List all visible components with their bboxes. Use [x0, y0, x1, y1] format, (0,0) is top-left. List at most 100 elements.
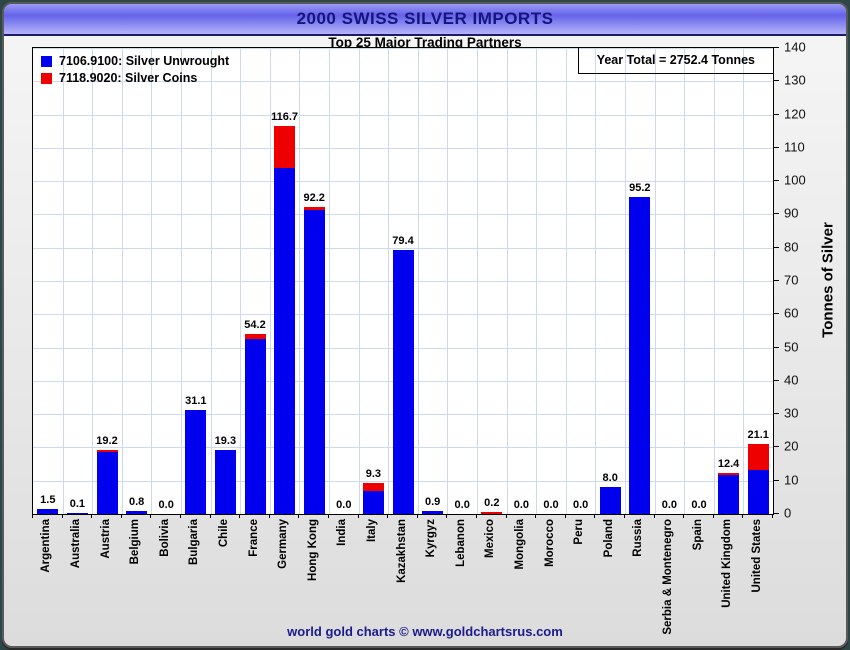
bar-value-label: 0.0: [661, 499, 678, 511]
y-tick: [774, 47, 779, 48]
bar-france: [245, 333, 266, 514]
y-tick-label: 30: [784, 405, 799, 421]
x-axis-label: Lebanon: [455, 519, 467, 567]
y-tick-label: 10: [784, 472, 799, 488]
y-tick-label: 50: [784, 339, 799, 355]
bar-hong-kong: [304, 207, 325, 514]
y-tick-label: 70: [784, 272, 799, 288]
gridline-v: [418, 48, 419, 514]
gridline-v: [270, 48, 271, 514]
x-tick: [150, 514, 151, 518]
bar-segment-unwrought: [97, 452, 118, 514]
gridline-v: [359, 48, 360, 514]
y-tick-label: 140: [784, 39, 806, 55]
bar-segment-coins: [718, 472, 739, 475]
x-tick: [32, 514, 33, 518]
x-axis-label: Morocco: [544, 519, 556, 567]
bar-value-label: 0.9: [424, 496, 441, 509]
bar-value-label: 0.0: [454, 499, 470, 511]
x-tick: [742, 514, 743, 518]
plot-area: 7106.9100: Silver Unwrought 7118.9020: S…: [32, 47, 774, 515]
gridline-v: [507, 48, 508, 514]
gridline-v: [122, 48, 123, 514]
gridline-v: [655, 48, 656, 514]
bar-segment-coins: [245, 333, 266, 339]
x-tick: [476, 514, 477, 518]
bar-segment-coins: [274, 125, 295, 168]
chart-title: 2000 SWISS SILVER IMPORTS: [296, 9, 554, 28]
x-tick: [91, 514, 92, 518]
x-tick: [535, 514, 536, 518]
bar-segment-coins: [748, 443, 769, 471]
bar-segment-unwrought: [718, 474, 739, 514]
bar-value-label: 8.0: [602, 472, 618, 485]
legend-item-coins: 7118.9020: Silver Coins: [41, 71, 229, 85]
x-tick: [713, 514, 714, 518]
bar-segment-unwrought: [393, 249, 414, 514]
chart-area: 2000 SWISS SILVER IMPORTS Top 25 Major T…: [4, 4, 846, 646]
gridline-h: [33, 81, 773, 83]
bar-segment-unwrought: [363, 490, 384, 514]
gridline-v: [63, 48, 64, 514]
bar-belgium: [126, 511, 147, 514]
x-axis-label: United Kingdom: [721, 519, 733, 608]
legend-label-unwrought: 7106.9100: Silver Unwrought: [59, 54, 230, 68]
x-tick: [654, 514, 655, 518]
x-axis-label: Argentina: [40, 519, 52, 573]
bar-value-label: 0.0: [513, 499, 530, 511]
bar-argentina: [37, 509, 58, 514]
bar-segment-unwrought: [629, 197, 650, 514]
bar-value-label: 54.2: [244, 318, 266, 331]
bar-value-label: 0.0: [158, 499, 174, 511]
bar-value-label: 116.7: [271, 110, 299, 123]
x-tick: [269, 514, 270, 518]
bar-segment-coins: [481, 512, 502, 514]
x-axis-label: Italy: [366, 519, 378, 543]
y-axis-title: Tonnes of Silver: [819, 222, 837, 338]
gridline-v: [625, 48, 626, 514]
y-tick-label: 20: [784, 438, 799, 454]
bar-united-kingdom: [718, 472, 739, 514]
x-tick: [506, 514, 507, 518]
bar-segment-unwrought: [274, 167, 295, 514]
x-tick: [180, 514, 181, 518]
bar-segment-unwrought: [126, 511, 147, 514]
x-tick: [565, 514, 566, 518]
bar-value-label: 31.1: [185, 395, 207, 408]
bar-poland: [600, 487, 621, 514]
bar-value-label: 21.1: [747, 428, 769, 441]
gridline-h: [33, 147, 773, 149]
x-axis-label: Kazakhstan: [396, 519, 408, 583]
gridline-v: [211, 48, 212, 514]
gridline-v: [714, 48, 715, 514]
gridline-h: [33, 247, 773, 249]
bar-russia: [629, 197, 650, 514]
bar-value-label: 19.3: [214, 434, 237, 447]
legend: 7106.9100: Silver Unwrought 7118.9020: S…: [41, 54, 229, 88]
y-tick-label: 110: [784, 139, 805, 155]
bar-value-label: 0.1: [69, 498, 86, 510]
y-tick: [774, 180, 779, 182]
x-axis-label: United States: [751, 519, 763, 593]
x-tick: [417, 514, 418, 518]
x-axis-label: Australia: [70, 519, 82, 569]
bar-bulgaria: [185, 410, 206, 514]
bar-value-label: 9.3: [365, 468, 382, 481]
gridline-v: [240, 48, 241, 514]
gridline-h: [33, 214, 773, 216]
y-tick: [774, 213, 779, 215]
bar-value-label: 0.0: [691, 499, 707, 511]
y-tick: [774, 479, 779, 481]
bar-segment-coins: [304, 207, 325, 211]
y-tick-label: 40: [784, 372, 799, 388]
bar-austria: [97, 450, 118, 514]
bar-chile: [215, 449, 236, 514]
gridline-v: [388, 48, 389, 514]
gridline-h: [33, 181, 773, 183]
x-tick: [772, 514, 773, 518]
bar-segment-unwrought: [422, 511, 443, 514]
y-tick: [774, 313, 779, 315]
bar-segment-unwrought: [185, 410, 206, 514]
x-tick: [298, 514, 299, 518]
y-tick-label: 90: [784, 205, 799, 221]
